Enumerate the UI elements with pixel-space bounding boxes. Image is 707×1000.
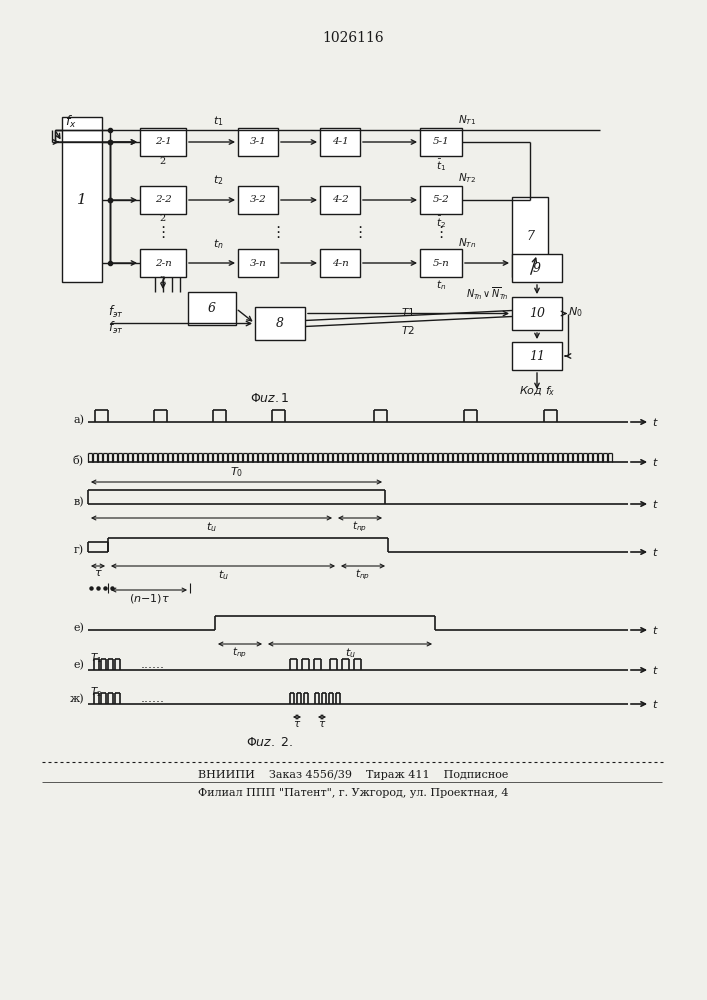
FancyBboxPatch shape xyxy=(420,128,462,156)
Text: $N_0$: $N_0$ xyxy=(568,305,583,319)
Text: 9: 9 xyxy=(533,261,541,274)
Text: 10: 10 xyxy=(529,307,545,320)
Text: $t$: $t$ xyxy=(652,698,659,710)
Text: $(n{-}1)\tau$: $(n{-}1)\tau$ xyxy=(129,592,170,605)
Text: ж): ж) xyxy=(69,694,84,704)
Text: 3-1: 3-1 xyxy=(250,137,267,146)
Text: $t$: $t$ xyxy=(652,546,659,558)
FancyBboxPatch shape xyxy=(320,186,360,214)
Text: а): а) xyxy=(73,415,84,425)
Text: ⋮: ⋮ xyxy=(433,225,449,239)
Text: 2-2: 2-2 xyxy=(155,196,171,205)
Text: 4-2: 4-2 xyxy=(332,196,349,205)
FancyBboxPatch shape xyxy=(140,186,186,214)
Text: ВНИИПИ    Заказ 4556/39    Тираж 411    Подписное: ВНИИПИ Заказ 4556/39 Тираж 411 Подписное xyxy=(198,770,508,780)
Text: 2: 2 xyxy=(160,157,166,166)
Text: 7: 7 xyxy=(526,231,534,243)
Text: 6: 6 xyxy=(208,302,216,315)
Text: ⋮: ⋮ xyxy=(156,225,170,239)
Text: ......: ...... xyxy=(141,658,165,672)
FancyBboxPatch shape xyxy=(512,197,548,277)
Text: $T_1$: $T_1$ xyxy=(90,651,103,665)
Text: 4-1: 4-1 xyxy=(332,137,349,146)
Text: 4-n: 4-n xyxy=(332,258,349,267)
FancyBboxPatch shape xyxy=(238,186,278,214)
Text: $N_{Tn}$: $N_{Tn}$ xyxy=(458,236,476,250)
FancyBboxPatch shape xyxy=(238,128,278,156)
Text: 5-2: 5-2 xyxy=(433,196,450,205)
Text: $f_x$: $f_x$ xyxy=(65,114,76,130)
Text: Филиал ППП "Патент", г. Ужгород, ул. Проектная, 4: Филиал ППП "Патент", г. Ужгород, ул. Про… xyxy=(198,788,508,798)
Text: ⋮: ⋮ xyxy=(352,225,368,239)
Text: $T_0$: $T_0$ xyxy=(230,465,243,479)
Text: 8: 8 xyxy=(276,317,284,330)
Text: $\mathit{Ко}\mathit{д}\ f_x$: $\mathit{Ко}\mathit{д}\ f_x$ xyxy=(519,384,555,398)
Text: 3-n: 3-n xyxy=(250,258,267,267)
Text: $t_u$: $t_u$ xyxy=(218,568,228,582)
FancyBboxPatch shape xyxy=(420,249,462,277)
Text: $\tau$: $\tau$ xyxy=(318,719,326,729)
Text: $t$: $t$ xyxy=(652,456,659,468)
Text: $T1$: $T1$ xyxy=(401,306,415,318)
Text: 11: 11 xyxy=(529,350,545,362)
Text: 2-n: 2-n xyxy=(155,258,171,267)
Text: ......: ...... xyxy=(141,692,165,706)
Text: е): е) xyxy=(73,623,84,633)
Text: $\tau$: $\tau$ xyxy=(293,719,301,729)
Text: $\Phi u z.\ 2.$: $\Phi u z.\ 2.$ xyxy=(246,736,293,748)
Text: $\bar{t}_1$: $\bar{t}_1$ xyxy=(436,157,446,173)
Text: $f_{\mathit{эт}}$: $f_{\mathit{эт}}$ xyxy=(108,320,124,336)
Text: г): г) xyxy=(74,545,84,555)
Text: $t_u$: $t_u$ xyxy=(206,520,217,534)
Text: $\Phi u z. 1$: $\Phi u z. 1$ xyxy=(250,391,290,404)
FancyBboxPatch shape xyxy=(140,249,186,277)
Text: $t_{\mathit{пр}}$: $t_{\mathit{пр}}$ xyxy=(233,646,247,660)
Text: $t_2$: $t_2$ xyxy=(213,173,223,187)
Text: $T2$: $T2$ xyxy=(401,324,415,336)
FancyBboxPatch shape xyxy=(62,117,102,282)
Text: 2: 2 xyxy=(160,214,166,223)
FancyBboxPatch shape xyxy=(420,186,462,214)
FancyBboxPatch shape xyxy=(320,128,360,156)
Text: 2-1: 2-1 xyxy=(155,137,171,146)
Text: $t$: $t$ xyxy=(652,624,659,636)
Text: $t_1$: $t_1$ xyxy=(213,114,223,128)
Text: б): б) xyxy=(73,455,84,465)
Text: $T_2$: $T_2$ xyxy=(90,685,103,699)
Text: $\bar{t}_2$: $\bar{t}_2$ xyxy=(436,214,446,230)
Text: $t_n$: $t_n$ xyxy=(213,237,223,251)
Text: $t_{\mathit{пр}}$: $t_{\mathit{пр}}$ xyxy=(356,568,370,582)
FancyBboxPatch shape xyxy=(188,292,236,325)
Text: $t$: $t$ xyxy=(652,498,659,510)
Text: $t$: $t$ xyxy=(652,416,659,428)
Text: $f_{\mathit{эт}}$: $f_{\mathit{эт}}$ xyxy=(108,304,124,320)
Text: 5-n: 5-n xyxy=(433,258,450,267)
Text: ⋮: ⋮ xyxy=(270,225,286,239)
Text: $\bar{t}_n$: $\bar{t}_n$ xyxy=(436,276,446,292)
Text: 2: 2 xyxy=(160,276,166,285)
FancyBboxPatch shape xyxy=(238,249,278,277)
Text: $N_{T\!n}\vee\overline{N}_{T\!n}$: $N_{T\!n}\vee\overline{N}_{T\!n}$ xyxy=(466,286,508,302)
Text: $t_{\mathit{пр}}$: $t_{\mathit{пр}}$ xyxy=(353,520,368,534)
Text: $t$: $t$ xyxy=(652,664,659,676)
Text: 1: 1 xyxy=(77,192,87,207)
Text: $N_{T1}$: $N_{T1}$ xyxy=(458,113,476,127)
FancyBboxPatch shape xyxy=(140,128,186,156)
Text: 3-2: 3-2 xyxy=(250,196,267,205)
FancyBboxPatch shape xyxy=(320,249,360,277)
Text: 1026116: 1026116 xyxy=(322,31,384,45)
Text: в): в) xyxy=(74,497,84,507)
FancyBboxPatch shape xyxy=(512,342,562,370)
Text: $N_{T2}$: $N_{T2}$ xyxy=(458,171,476,185)
Text: $t_u$: $t_u$ xyxy=(344,646,356,660)
FancyBboxPatch shape xyxy=(255,307,305,340)
Text: 5-1: 5-1 xyxy=(433,137,450,146)
FancyBboxPatch shape xyxy=(512,254,562,282)
Text: е): е) xyxy=(73,660,84,670)
FancyBboxPatch shape xyxy=(512,297,562,330)
Text: $\tau$: $\tau$ xyxy=(93,568,103,578)
